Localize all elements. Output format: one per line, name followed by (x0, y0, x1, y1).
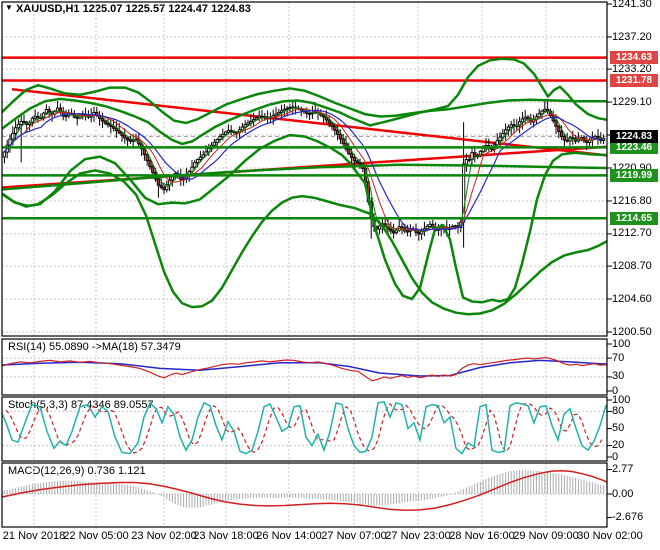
macd-histogram (3, 470, 605, 509)
band-inner_lower (2, 133, 607, 304)
stoch-indicator-label: Stoch(5,3,3) 87.4346 89.0557 (8, 399, 154, 411)
ma-line (4, 107, 604, 233)
ohlc-values: 1225.07 1225.57 1224.47 1224.83 (82, 3, 251, 15)
band-outer_lower (2, 169, 607, 316)
band-outer_upper (2, 83, 607, 125)
rsi-pane (2, 339, 607, 395)
stoch-pane (2, 397, 607, 461)
rsi-indicator-label: RSI(14) 55.0890 ->MA(18) 57.3479 (8, 341, 181, 353)
symbol-name: XAUUSD,H1 (15, 3, 80, 15)
macd-pane (2, 463, 607, 527)
long-ma-line (2, 163, 607, 191)
symbol-title: ▼ XAUUSD,H1 1225.07 1225.57 1224.47 1224… (5, 3, 251, 15)
rsi-line (2, 356, 607, 382)
stoch-d-line (5, 402, 603, 454)
rsi-ma-line (2, 359, 607, 377)
macd-signal-line (2, 469, 607, 512)
macd-indicator-label: MACD(12,26,9) 0.736 1.121 (8, 465, 146, 477)
band-inner_upper (2, 57, 607, 146)
symbol-dropdown-icon[interactable]: ▼ (5, 3, 13, 12)
pane-borders (1, 1, 612, 528)
main-pane (2, 2, 607, 336)
stoch-k-line (2, 400, 607, 455)
